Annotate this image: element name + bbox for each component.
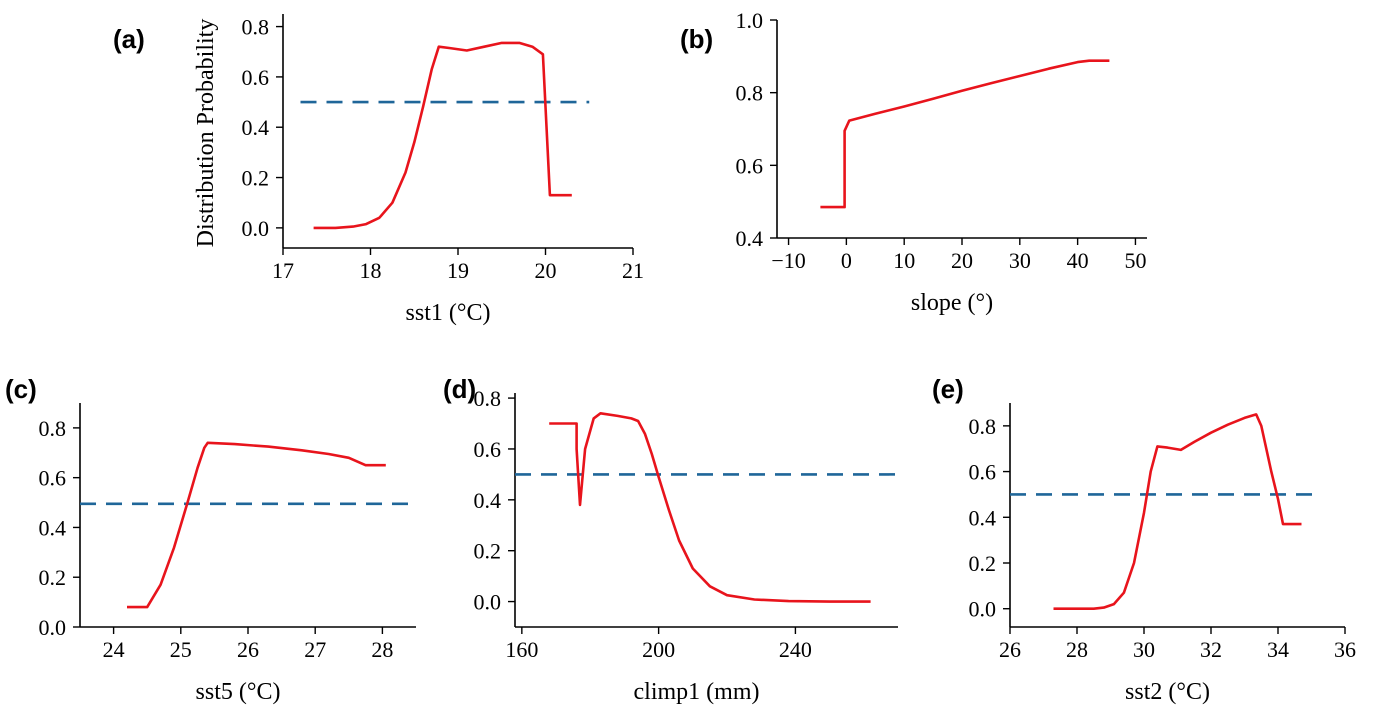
panel-label: (b) bbox=[680, 24, 713, 54]
y-tick-label: 0.2 bbox=[969, 551, 997, 576]
x-tick-label: 19 bbox=[447, 258, 469, 283]
panel-a: 17 18 19 20 21 0.0 0.2 0.4 0.6 0.8 sst1 (°C) Distri… bbox=[113, 14, 644, 326]
y-tick-label: 0.0 bbox=[39, 615, 67, 640]
x-axis-title: climp1 (mm) bbox=[634, 679, 760, 705]
panel-b: −10 0 10 20 30 40 50 0.4 0.6 0.8 1.0 slope (°) (b) bbox=[680, 8, 1147, 316]
y-axis-title: Distribution Probability bbox=[193, 19, 219, 248]
y-tick-label: 0.6 bbox=[242, 65, 270, 90]
panel-label: (d) bbox=[443, 374, 476, 404]
y-tick-label: 0.4 bbox=[474, 488, 502, 513]
x-tick-label: 21 bbox=[622, 258, 644, 283]
panel-label: (e) bbox=[932, 374, 964, 404]
x-tick-label: 30 bbox=[1133, 637, 1155, 662]
y-tick-label: 0.8 bbox=[39, 416, 67, 441]
x-tick-label: 28 bbox=[371, 637, 393, 662]
x-tick-label: 30 bbox=[1009, 248, 1031, 273]
x-tick-label: 26 bbox=[999, 637, 1021, 662]
x-tick-label: 10 bbox=[893, 248, 915, 273]
x-tick-label: 36 bbox=[1334, 637, 1356, 662]
x-tick-label: 20 bbox=[535, 258, 557, 283]
x-tick-label: −10 bbox=[771, 248, 805, 273]
x-axis-title: sst5 (°C) bbox=[196, 679, 281, 705]
x-tick-label: 32 bbox=[1200, 637, 1222, 662]
y-tick-label: 0.4 bbox=[736, 226, 764, 251]
x-tick-label: 50 bbox=[1124, 248, 1146, 273]
y-tick-label: 0.0 bbox=[242, 216, 270, 241]
y-tick-label: 0.6 bbox=[736, 153, 764, 178]
y-tick-label: 0.2 bbox=[474, 539, 502, 564]
y-tick-label: 0.2 bbox=[39, 565, 67, 590]
x-tick-label: 160 bbox=[505, 637, 538, 662]
x-tick-label: 17 bbox=[272, 258, 294, 283]
x-tick-label: 20 bbox=[951, 248, 973, 273]
panel-d: 160 200 240 0.0 0.2 0.4 0.6 0.8 climp1 (mm) (d) bbox=[443, 374, 898, 705]
y-tick-label: 0.4 bbox=[242, 115, 270, 140]
panel-c: 24 25 26 27 28 0.0 0.2 0.4 0.6 0.8 sst5 (°C) (c) bbox=[5, 374, 416, 705]
y-tick-label: 0.0 bbox=[474, 590, 502, 615]
x-axis-title: slope (°) bbox=[911, 290, 993, 316]
y-tick-label: 0.6 bbox=[969, 460, 997, 485]
panel-e: 26 28 30 32 34 36 0.0 0.2 0.4 0.6 0.8 sst2 (°C) (e) bbox=[932, 374, 1356, 705]
panel-label: (a) bbox=[113, 24, 145, 54]
y-tick-label: 0.8 bbox=[736, 81, 764, 106]
x-tick-label: 40 bbox=[1067, 248, 1089, 273]
x-axis-title: sst1 (°C) bbox=[406, 300, 491, 326]
y-tick-label: 0.6 bbox=[474, 437, 502, 462]
y-tick-label: 0.0 bbox=[969, 597, 997, 622]
x-tick-label: 18 bbox=[360, 258, 382, 283]
y-tick-label: 0.8 bbox=[242, 15, 270, 40]
x-tick-label: 34 bbox=[1267, 637, 1289, 662]
panel-label: (c) bbox=[5, 374, 37, 404]
x-tick-label: 26 bbox=[237, 637, 259, 662]
y-tick-label: 0.2 bbox=[242, 166, 270, 191]
y-tick-label: 1.0 bbox=[736, 8, 764, 33]
x-tick-label: 0 bbox=[841, 248, 852, 273]
response-curve bbox=[313, 41, 572, 230]
x-tick-label: 27 bbox=[304, 637, 326, 662]
x-axis-title: sst2 (°C) bbox=[1125, 679, 1210, 705]
y-tick-label: 0.6 bbox=[39, 466, 67, 491]
y-tick-label: 0.8 bbox=[474, 386, 502, 411]
response-curve bbox=[549, 411, 871, 603]
response-curve bbox=[820, 59, 1110, 209]
y-tick-label: 0.4 bbox=[39, 515, 67, 540]
x-tick-label: 200 bbox=[642, 637, 675, 662]
y-tick-label: 0.8 bbox=[969, 414, 997, 439]
response-curve bbox=[127, 441, 386, 609]
x-tick-label: 24 bbox=[103, 637, 125, 662]
y-tick-label: 0.4 bbox=[969, 505, 997, 530]
response-curve bbox=[1053, 413, 1302, 611]
x-tick-label: 28 bbox=[1066, 637, 1088, 662]
x-tick-label: 240 bbox=[779, 637, 812, 662]
x-tick-label: 25 bbox=[170, 637, 192, 662]
